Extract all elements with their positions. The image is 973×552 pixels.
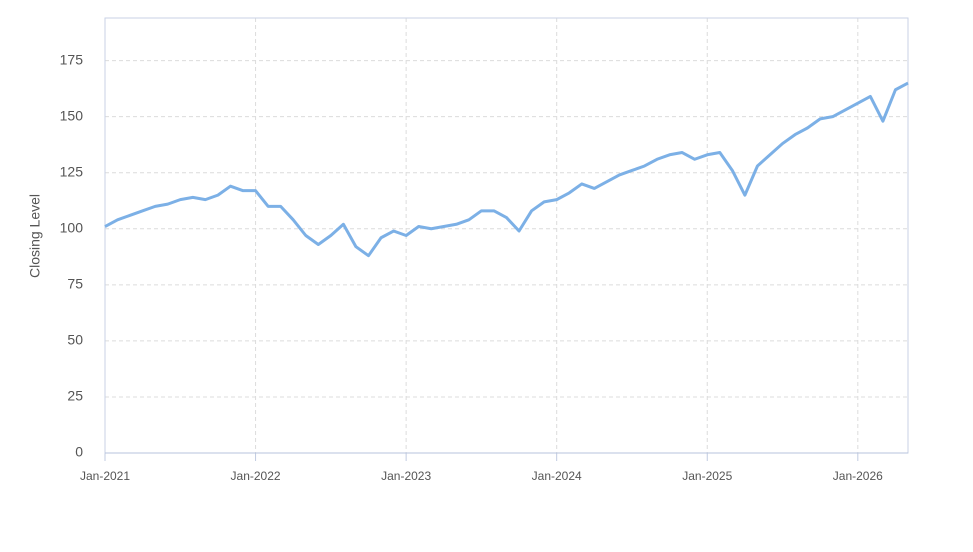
y-tick-label: 75 bbox=[67, 276, 83, 292]
x-tick-label: Jan-2023 bbox=[381, 469, 431, 483]
x-tick-label: Jan-2025 bbox=[682, 469, 732, 483]
y-tick-label: 175 bbox=[60, 51, 84, 67]
line-series bbox=[104, 81, 909, 258]
x-tick-label: Jan-2022 bbox=[231, 469, 281, 483]
y-tick-label: 150 bbox=[60, 107, 84, 123]
y-tick-label: 50 bbox=[67, 332, 83, 348]
x-tick-label: Jan-2024 bbox=[532, 469, 582, 483]
x-tick-label: Jan-2026 bbox=[833, 469, 883, 483]
y-tick-label: 0 bbox=[75, 444, 83, 460]
y-tick-label: 100 bbox=[60, 219, 84, 235]
y-tick-label: 25 bbox=[67, 388, 83, 404]
y-tick-label: 125 bbox=[60, 163, 84, 179]
y-axis-label: Closing Level bbox=[27, 194, 43, 278]
x-tick-label: Jan-2021 bbox=[80, 469, 130, 483]
plot-border bbox=[104, 17, 909, 454]
